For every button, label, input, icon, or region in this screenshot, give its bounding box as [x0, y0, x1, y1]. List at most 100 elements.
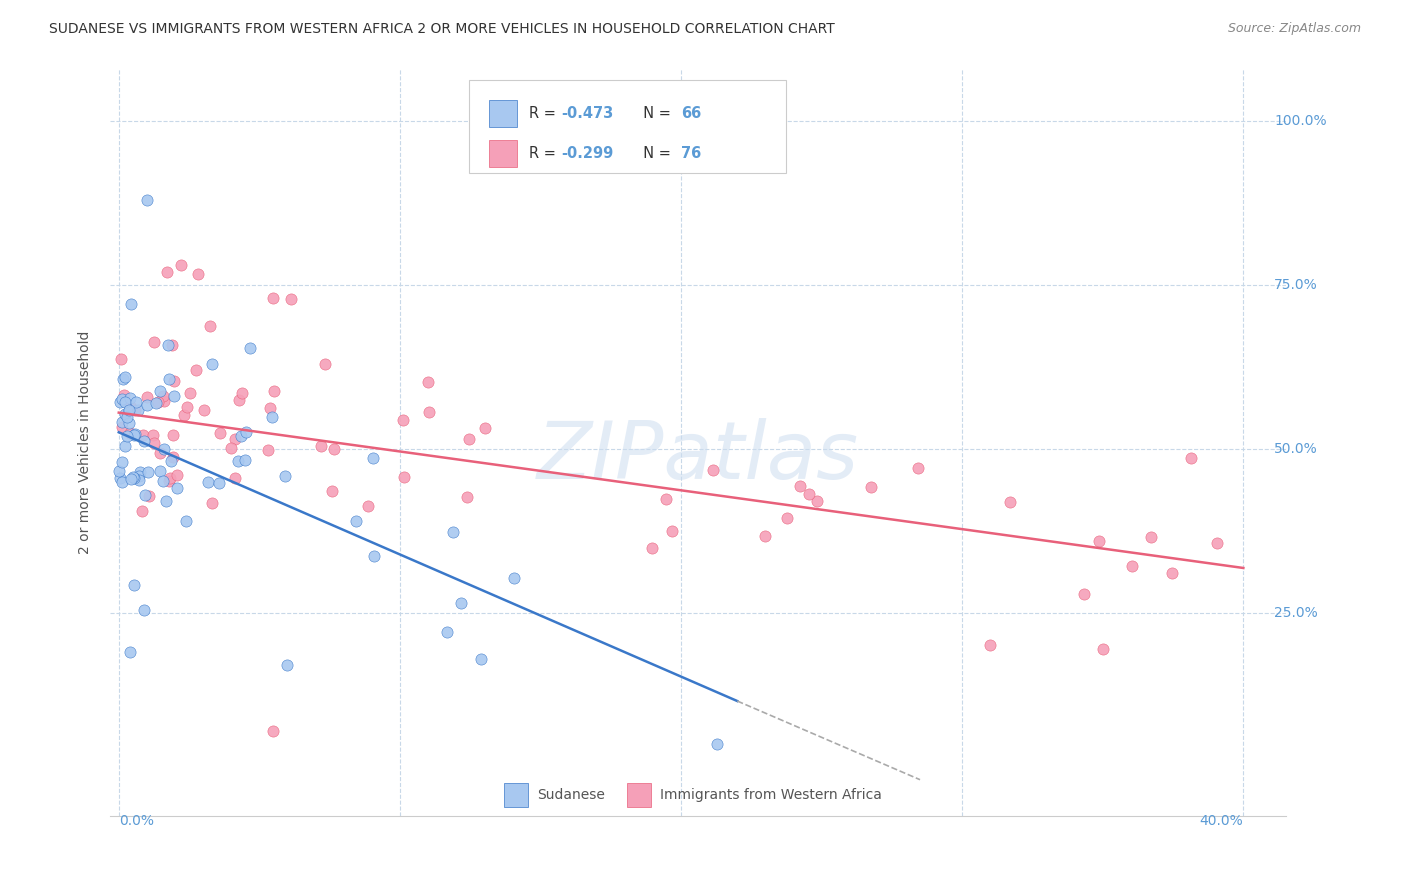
Point: [1160, 566, 1182, 581]
Text: SUDANESE VS IMMIGRANTS FROM WESTERN AFRICA 2 OR MORE VEHICLES IN HOUSEHOLD CORRE: SUDANESE VS IMMIGRANTS FROM WESTERN AFRI…: [49, 22, 835, 37]
Point: [200, 495, 222, 509]
Point: [503, 571, 526, 585]
Point: [257, 443, 280, 458]
Point: [128, 469, 150, 483]
Point: [436, 625, 458, 640]
Point: [163, 374, 186, 388]
Text: 75.0%: 75.0%: [1274, 277, 1317, 292]
Point: [274, 469, 297, 483]
Point: [120, 391, 142, 405]
Point: [233, 452, 256, 467]
Point: [115, 429, 138, 443]
Text: Sudanese: Sudanese: [537, 788, 605, 802]
Point: [155, 265, 177, 279]
Point: [263, 384, 285, 398]
Text: 76: 76: [682, 146, 702, 161]
Point: [162, 450, 184, 464]
Point: [159, 471, 181, 485]
Point: [111, 475, 134, 490]
Point: [125, 395, 148, 409]
Point: [166, 467, 188, 482]
Point: [136, 390, 159, 404]
Point: [138, 489, 160, 503]
Point: [179, 385, 201, 400]
Point: [157, 474, 180, 488]
Text: N =: N =: [634, 146, 676, 161]
Point: [363, 549, 385, 563]
Point: [157, 372, 180, 386]
Point: [162, 428, 184, 442]
Point: [208, 476, 231, 491]
Point: [1073, 587, 1095, 601]
Point: [641, 541, 664, 555]
Point: [121, 470, 143, 484]
Point: [228, 392, 250, 407]
Point: [149, 384, 172, 398]
Point: [323, 442, 346, 456]
Point: [124, 403, 146, 417]
Point: [197, 475, 219, 489]
Point: [797, 487, 820, 501]
Text: 25.0%: 25.0%: [1274, 606, 1317, 620]
Point: [152, 474, 174, 488]
Text: N =: N =: [634, 106, 676, 121]
Text: Immigrants from Western Africa: Immigrants from Western Africa: [661, 788, 882, 802]
Point: [262, 723, 284, 738]
Point: [131, 428, 153, 442]
Point: [132, 603, 155, 617]
Point: [135, 398, 157, 412]
Point: [157, 338, 180, 352]
Point: [907, 461, 929, 475]
Point: [193, 402, 215, 417]
Point: [124, 577, 146, 591]
Point: [979, 638, 1001, 652]
Point: [110, 352, 132, 367]
Point: [344, 515, 367, 529]
Point: [706, 737, 728, 751]
Point: [169, 258, 191, 272]
Point: [363, 451, 385, 466]
Point: [789, 478, 811, 492]
Text: R =: R =: [529, 146, 560, 161]
Point: [187, 268, 209, 282]
Point: [108, 471, 131, 485]
Text: 100.0%: 100.0%: [1274, 114, 1327, 128]
Point: [224, 471, 246, 485]
Point: [1121, 558, 1143, 573]
Point: [118, 402, 141, 417]
Point: [276, 658, 298, 673]
FancyBboxPatch shape: [627, 783, 651, 806]
Point: [754, 529, 776, 543]
Point: [441, 524, 464, 539]
Point: [418, 404, 440, 418]
Text: 0.0%: 0.0%: [118, 814, 153, 828]
Point: [470, 652, 492, 666]
Point: [111, 420, 134, 434]
Point: [201, 357, 224, 371]
Text: 50.0%: 50.0%: [1274, 442, 1317, 456]
Point: [134, 488, 156, 502]
Point: [120, 472, 142, 486]
Point: [450, 596, 472, 610]
Point: [127, 403, 149, 417]
Point: [114, 407, 136, 421]
Point: [321, 484, 343, 499]
Point: [166, 481, 188, 495]
Point: [176, 400, 198, 414]
Point: [111, 415, 134, 429]
FancyBboxPatch shape: [503, 783, 527, 806]
Text: 66: 66: [682, 106, 702, 121]
Point: [262, 409, 284, 424]
Point: [149, 464, 172, 478]
Point: [129, 465, 152, 479]
Point: [112, 388, 135, 402]
Point: [155, 493, 177, 508]
Point: [110, 394, 132, 409]
Point: [145, 395, 167, 409]
Point: [149, 446, 172, 460]
Point: [226, 454, 249, 468]
Point: [235, 425, 257, 439]
Point: [1091, 641, 1114, 656]
Point: [122, 470, 145, 484]
Point: [114, 370, 136, 384]
